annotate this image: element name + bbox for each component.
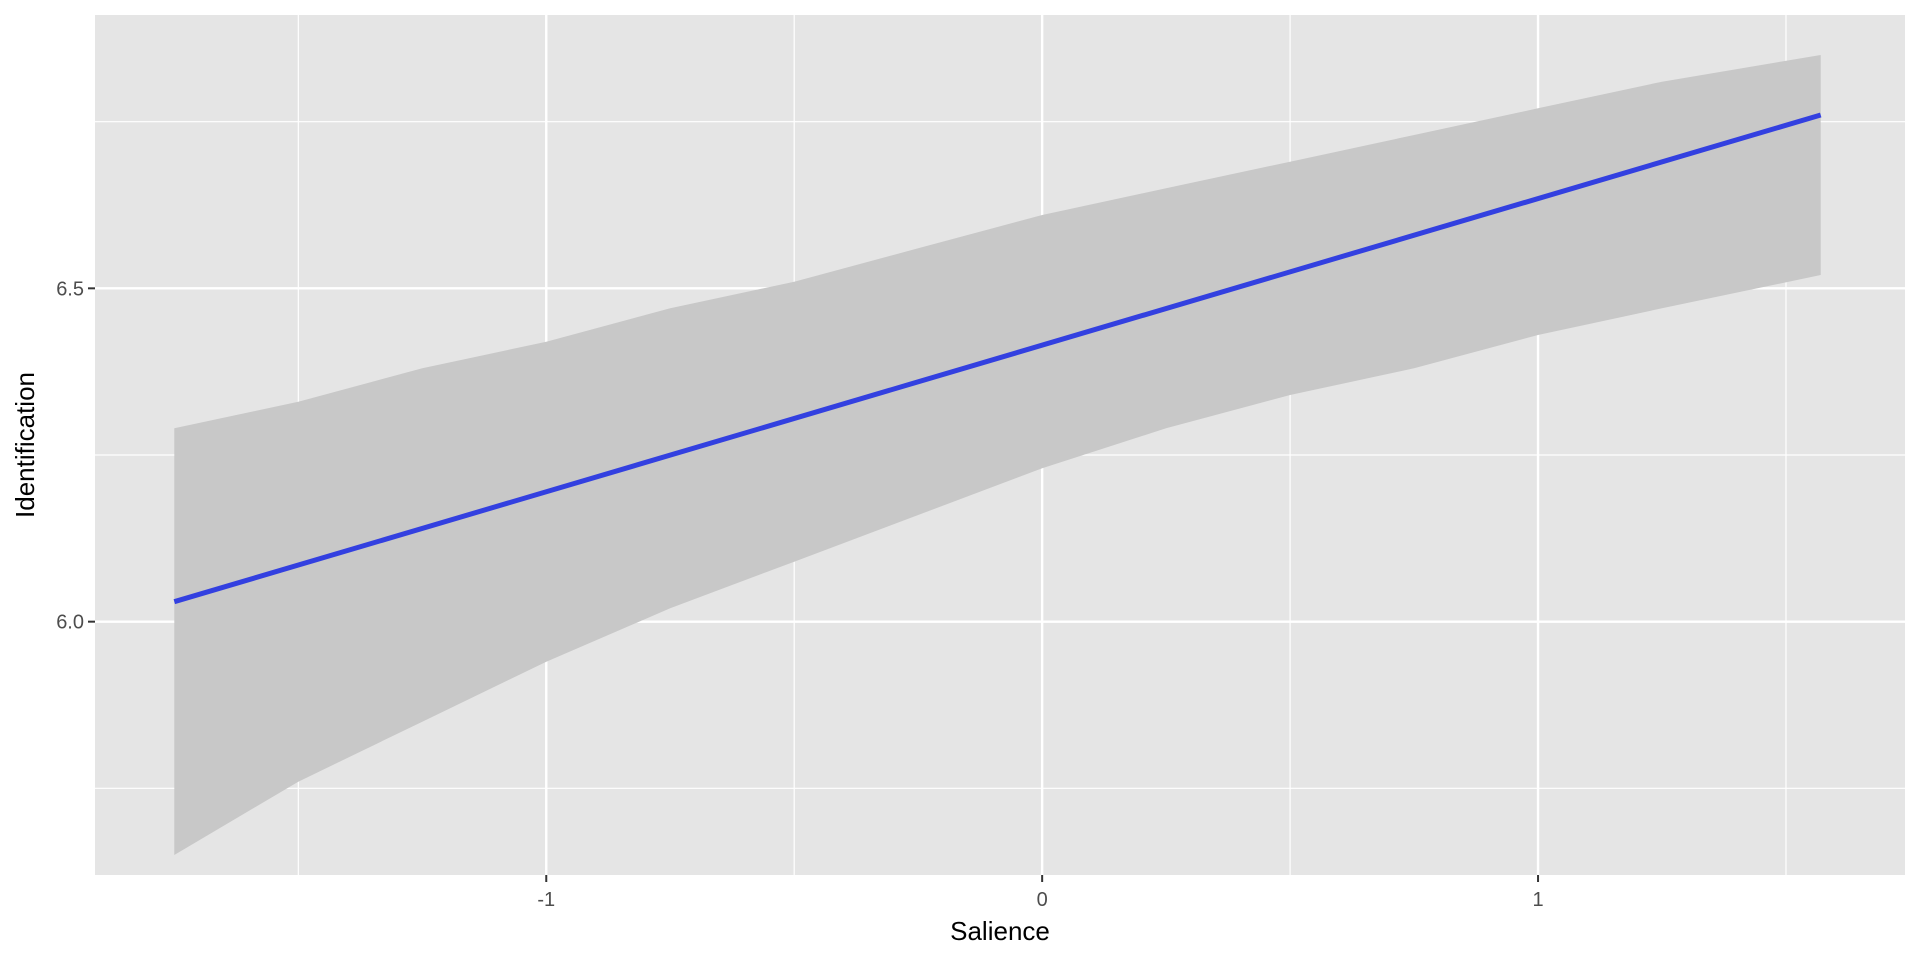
y-tick-label: 6.0 [56, 612, 84, 634]
x-tick-label: -1 [537, 889, 555, 911]
series-lines [173, 112, 1822, 605]
fit-line [173, 112, 1822, 605]
y-axis-title: Identification [10, 372, 40, 518]
x-axis-ticks: -1 0 1 [537, 875, 1544, 911]
confidence-ribbon [174, 55, 1821, 855]
y-axis-ticks: 6.0 6.5 [56, 278, 95, 634]
x-axis-title: Salience [950, 916, 1050, 946]
x-tick-label: 1 [1532, 889, 1543, 911]
y-tick-label: 6.5 [56, 278, 84, 300]
x-tick-label: 0 [1037, 889, 1048, 911]
